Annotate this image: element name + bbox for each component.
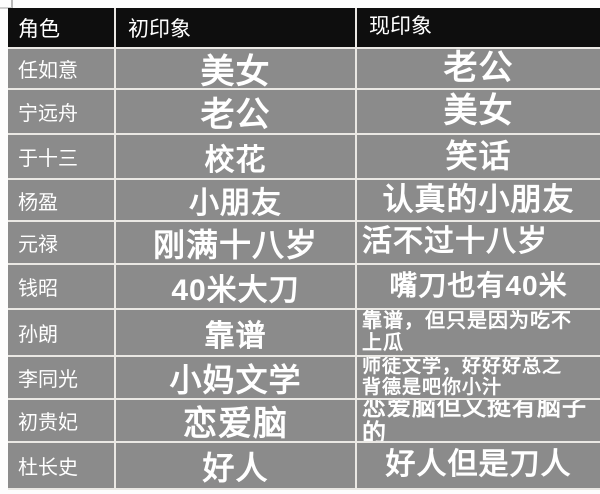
header-role-label: 角色 [18,17,60,41]
current-impression-cell: 恋爱脑但又挺有脑子的 [357,400,600,441]
character-name-cell: 宁远舟 [8,90,116,133]
character-name: 李同光 [18,369,78,391]
character-name: 钱昭 [18,278,58,300]
first-impression-value: 恋爱脑 [183,405,288,441]
table-row: 李同光 小妈文学 师徒文学，好好好总之 背德是吧你小汁 [8,357,600,400]
current-impression-value: 活不过十八岁 [362,225,548,259]
character-name: 元禄 [18,234,58,256]
current-impression-value: 笑话 [445,138,512,175]
first-impression-cell: 小妈文学 [116,357,357,398]
current-impression-value: 恋爱脑但又挺有脑子的 [362,400,587,441]
character-name: 杜长史 [18,457,78,479]
character-name-cell: 钱昭 [8,265,116,308]
table-row: 宁远舟 老公 美女 [8,90,600,135]
first-impression-value: 40米大刀 [171,273,300,307]
first-impression-value: 小朋友 [189,187,282,220]
character-name: 杨盈 [18,191,58,214]
current-impression-cell: 师徒文学，好好好总之 背德是吧你小汁 [357,357,600,398]
current-impression-cell: 美女 [357,90,600,133]
first-impression-value: 美女 [200,53,271,88]
current-impression-cell: 嘴刀也有40米 [357,265,600,308]
character-name-cell: 于十三 [8,135,116,178]
table-row: 于十三 校花 笑话 [8,135,600,180]
character-name: 宁远舟 [18,103,78,125]
current-impression-cell: 好人但是刀人 [357,443,600,488]
first-impression-value: 小妈文学 [169,361,302,398]
first-impression-value: 刚满十八岁 [152,226,318,263]
character-name-cell: 杜长史 [8,443,116,488]
character-name: 初贵妃 [18,412,78,434]
table-row: 杜长史 好人 好人但是刀人 [8,443,600,490]
first-impression-cell: 美女 [116,49,357,88]
character-name: 孙朗 [18,324,58,346]
corner-artifact [0,0,13,9]
character-name-cell: 杨盈 [8,180,116,220]
current-impression-cell: 笑话 [357,135,600,178]
current-impression-cell: 老公 [357,49,600,88]
first-impression-cell: 40米大刀 [116,265,357,308]
character-name-cell: 初贵妃 [8,400,116,441]
current-impression-cell: 活不过十八岁 [357,222,600,263]
header-cell-role: 角色 [8,8,116,47]
current-impression-value: 老公 [443,49,514,88]
first-impression-cell: 小朋友 [116,180,357,220]
table-row: 钱昭 40米大刀 嘴刀也有40米 [8,265,600,310]
table-row: 元禄 刚满十八岁 活不过十八岁 [8,222,600,265]
first-impression-cell: 老公 [116,90,357,133]
first-impression-cell: 校花 [116,135,357,178]
header-cell-first-impression: 初印象 [116,8,357,47]
first-impression-cell: 好人 [116,443,357,488]
current-impression-value: 认真的小朋友 [382,182,575,218]
current-impression-value: 师徒文学，好好好总之 背德是吧你小汁 [362,357,563,398]
current-impression-value: 好人但是刀人 [385,448,572,482]
current-impression-cell: 认真的小朋友 [357,180,600,220]
table-row: 初贵妃 恋爱脑 恋爱脑但又挺有脑子的 [8,400,600,443]
current-impression-value: 靠谱，但只是因为吃不 上瓜 [362,310,572,354]
character-name-cell: 元禄 [8,222,116,263]
character-name-cell: 孙朗 [8,310,116,355]
current-impression-cell: 靠谱，但只是因为吃不 上瓜 [357,310,600,355]
impressions-table: 角色 初印象 现印象 任如意 美女 老公 宁远舟 老公 [8,8,600,490]
first-impression-value: 老公 [200,96,271,133]
table-header-row: 角色 初印象 现印象 [8,8,600,49]
table-row: 杨盈 小朋友 认真的小朋友 [8,180,600,222]
character-name-cell: 任如意 [8,49,116,88]
character-name: 于十三 [18,148,78,170]
table-row: 孙朗 靠谱 靠谱，但只是因为吃不 上瓜 [8,310,600,357]
first-impression-cell: 恋爱脑 [116,400,357,441]
current-impression-value: 美女 [443,92,514,131]
first-impression-value: 靠谱 [204,319,267,353]
character-name: 任如意 [18,60,78,82]
current-impression-value: 嘴刀也有40米 [389,270,568,302]
first-impression-cell: 靠谱 [116,310,357,355]
character-name-cell: 李同光 [8,357,116,398]
table-body: 任如意 美女 老公 宁远舟 老公 美女 于十三 校花 [8,49,600,490]
first-impression-value: 校花 [204,143,267,177]
table-row: 任如意 美女 老公 [8,49,600,90]
header-first-impression-label: 初印象 [128,17,191,41]
first-impression-cell: 刚满十八岁 [116,222,357,263]
header-cell-current-impression: 现印象 [357,8,600,47]
first-impression-value: 好人 [202,449,269,486]
header-current-impression-label: 现印象 [369,15,432,39]
